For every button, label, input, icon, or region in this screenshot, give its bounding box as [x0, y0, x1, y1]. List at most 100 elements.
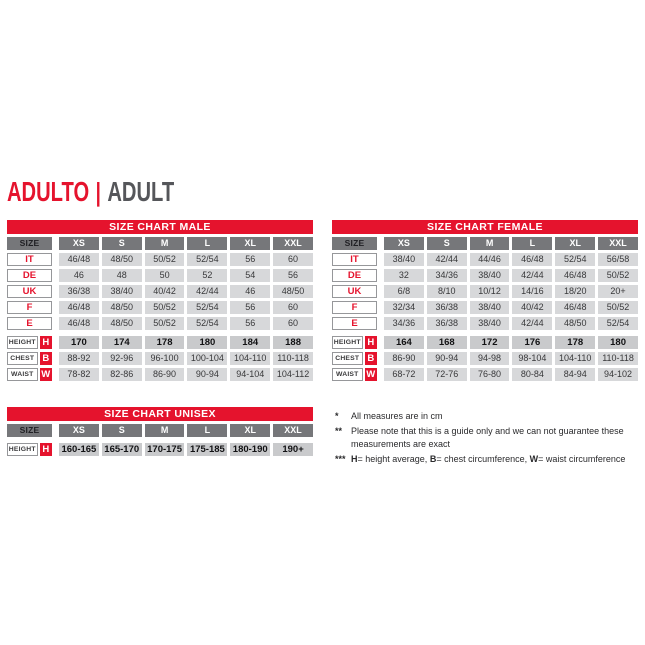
measure-value-cell: 178	[144, 336, 185, 349]
size-value-cell: 56/58	[598, 253, 638, 266]
column-header-cell: S	[426, 237, 467, 250]
page-title: ADULTO | ADULT	[7, 176, 174, 207]
size-value-cell: 46	[59, 269, 99, 282]
measure-label-group: HEIGHT H	[332, 336, 377, 349]
country-size-row: F 32/34 36/38 38/40 40/42 46/48 50/52	[332, 301, 638, 314]
country-size-row: IT 38/40 42/44 44/46 46/48 52/54 56/58	[332, 253, 638, 266]
measure-value-cell: 110-118	[273, 352, 313, 365]
measure-value-cell: 174	[101, 336, 142, 349]
table-title: SIZE CHART FEMALE	[332, 220, 638, 234]
country-label-cell: DE	[7, 269, 52, 282]
column-header-cell: XS	[59, 424, 99, 437]
size-value-cell: 36/38	[59, 285, 99, 298]
measure-label-group: CHEST B	[332, 352, 377, 365]
size-value-cell: 56	[230, 301, 271, 314]
size-value-cell: 42/44	[512, 317, 553, 330]
country-label-cell: F	[332, 301, 377, 314]
size-value-cell: 52/54	[598, 317, 638, 330]
measure-value-cell: 80-84	[512, 368, 553, 381]
measure-value-cell: 160-165	[59, 443, 99, 456]
country-label-cell: E	[7, 317, 52, 330]
column-header-cell: XS	[59, 237, 99, 250]
column-header-cell: S	[101, 237, 142, 250]
measure-label-cell: WAIST	[332, 368, 363, 381]
footnote: * All measures are in cm	[335, 410, 643, 424]
measure-value-cell: 100-104	[187, 352, 228, 365]
measure-value-cell: 104-112	[273, 368, 313, 381]
size-value-cell: 52/54	[187, 317, 228, 330]
footnote-text: H= height average, B= chest circumferenc…	[351, 453, 643, 467]
size-value-cell: 56	[230, 253, 271, 266]
measure-value-cell: 94-98	[469, 352, 510, 365]
measure-value-cell: 190+	[273, 443, 313, 456]
measure-value-cell: 86-90	[144, 368, 185, 381]
size-value-cell: 60	[273, 253, 313, 266]
size-value-cell: 50/52	[144, 253, 185, 266]
size-value-cell: 60	[273, 301, 313, 314]
size-value-cell: 50	[144, 269, 185, 282]
country-size-row: E 46/48 48/50 50/52 52/54 56 60	[7, 317, 313, 330]
size-value-cell: 46/48	[59, 253, 99, 266]
column-header-cell: L	[187, 237, 228, 250]
measure-label-group: WAIST W	[7, 368, 52, 381]
measure-value-cell: 96-100	[144, 352, 185, 365]
column-header-row: SIZE XS S M L XL XXL	[332, 237, 638, 250]
measure-value-cell: 82-86	[101, 368, 142, 381]
column-header-cell: XXL	[598, 237, 638, 250]
footnote: ** Please note that this is a guide only …	[335, 425, 643, 452]
measure-value-cell: 180	[598, 336, 638, 349]
size-value-cell: 48/50	[101, 301, 142, 314]
size-header-cell: SIZE	[332, 237, 377, 250]
measure-badge: B	[39, 352, 52, 365]
measure-value-cell: 170-175	[144, 443, 185, 456]
country-label-cell: F	[7, 301, 52, 314]
measure-row: HEIGHT H 160-165 165-170 170-175 175-185 180-1…	[7, 443, 313, 456]
size-value-cell: 48/50	[273, 285, 313, 298]
title-separator: |	[95, 176, 101, 207]
measure-value-cell: 165-170	[101, 443, 142, 456]
measure-label-group: CHEST B	[7, 352, 52, 365]
column-header-cell: S	[101, 424, 142, 437]
country-size-row: DE 46 48 50 52 54 56	[7, 269, 313, 282]
country-label-cell: E	[332, 317, 377, 330]
size-value-cell: 52/54	[187, 253, 228, 266]
measure-value-cell: 104-110	[230, 352, 271, 365]
size-value-cell: 32	[384, 269, 424, 282]
footnote-text: Please note that this is a guide only an…	[351, 425, 643, 452]
footnote-segment: = height average,	[357, 453, 430, 464]
measure-label-group: WAIST W	[332, 368, 377, 381]
column-header-cell: XXL	[273, 237, 313, 250]
column-header-cell: XL	[230, 237, 271, 250]
footnote-marker: *	[335, 411, 339, 421]
footnote-segment: = chest circumference,	[436, 453, 530, 464]
size-value-cell: 38/40	[384, 253, 424, 266]
size-value-cell: 6/8	[384, 285, 424, 298]
measure-value-cell: 68-72	[384, 368, 424, 381]
size-value-cell: 46/48	[512, 253, 553, 266]
size-header-cell: SIZE	[7, 424, 52, 437]
column-header-cell: L	[187, 424, 228, 437]
size-value-cell: 38/40	[469, 269, 510, 282]
size-value-cell: 14/16	[512, 285, 553, 298]
size-value-cell: 18/20	[555, 285, 596, 298]
country-label-cell: IT	[7, 253, 52, 266]
size-value-cell: 8/10	[426, 285, 467, 298]
column-header-cell: XL	[230, 424, 271, 437]
measure-value-cell: 94-104	[230, 368, 271, 381]
footnote-term: W	[529, 453, 539, 464]
measure-row: HEIGHT H 170 174 178 180 184 188	[7, 336, 313, 349]
column-header-cell: XL	[555, 237, 596, 250]
column-header-cell: L	[512, 237, 553, 250]
size-value-cell: 32/34	[384, 301, 424, 314]
size-value-cell: 56	[230, 317, 271, 330]
size-value-cell: 52	[187, 269, 228, 282]
measure-row: CHEST B 86-90 90-94 94-98 98-104 104-110 110-11…	[332, 352, 638, 365]
footnote-term: B	[429, 453, 437, 464]
size-value-cell: 46/48	[555, 301, 596, 314]
measure-row: WAIST W 68-72 72-76 76-80 80-84 84-94 94-102	[332, 368, 638, 381]
measure-value-cell: 98-104	[512, 352, 553, 365]
measure-label-cell: CHEST	[332, 352, 363, 365]
measure-value-cell: 78-82	[59, 368, 99, 381]
size-value-cell: 46	[230, 285, 271, 298]
measure-value-cell: 168	[426, 336, 467, 349]
